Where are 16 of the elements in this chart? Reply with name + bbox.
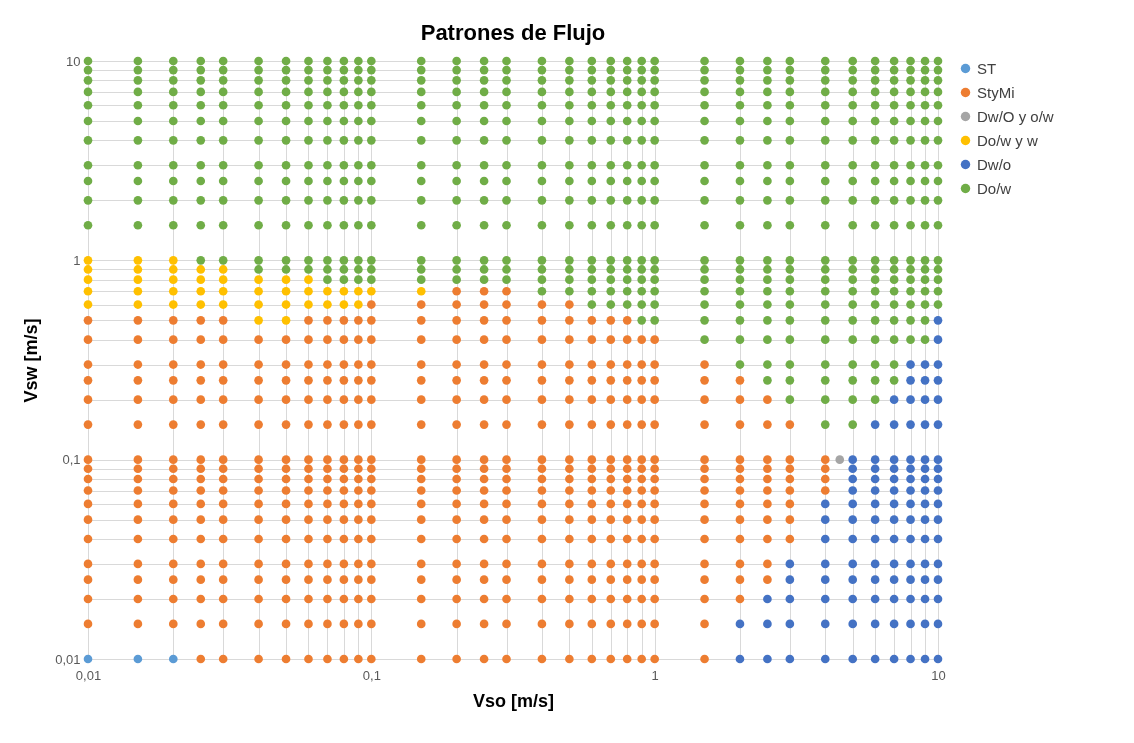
legend-label: Do/w bbox=[977, 179, 1012, 197]
y-tick-label: 0,1 bbox=[62, 452, 81, 468]
x-tick-label: 0,1 bbox=[362, 667, 381, 683]
legend-label: ST bbox=[977, 59, 997, 77]
legend-label: StyMi bbox=[977, 83, 1015, 101]
x-axis-title: Vso [m/s] bbox=[472, 690, 555, 711]
legend-label: Do/w y w bbox=[977, 131, 1039, 149]
legend-label: Dw/o bbox=[977, 155, 1012, 173]
x-tick-label: 10 bbox=[931, 667, 946, 683]
chart-title: Patrones de Flujo bbox=[420, 20, 606, 45]
legend-label: Dw/O y o/w bbox=[977, 107, 1054, 125]
y-tick-label: 1 bbox=[73, 252, 81, 268]
y-axis-title: Vsw [m/s] bbox=[21, 318, 42, 403]
y-tick-label: 10 bbox=[66, 53, 81, 69]
y-tick-label: 0,01 bbox=[55, 651, 81, 667]
x-tick-label: 1 bbox=[651, 667, 659, 683]
